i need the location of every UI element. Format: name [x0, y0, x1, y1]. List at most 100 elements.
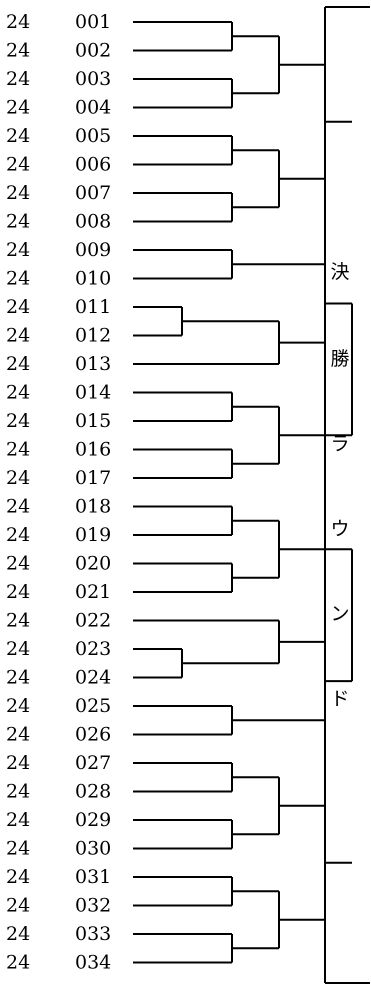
entry-group: 24	[6, 40, 30, 62]
entry-group: 24	[6, 439, 30, 461]
entry-row: 24 003	[6, 68, 111, 90]
entry-row: 24 004	[6, 97, 111, 119]
entry-number: 010	[75, 268, 111, 290]
entry-row: 24 026	[6, 724, 111, 746]
entry-row: 24 006	[6, 154, 111, 176]
entry-number: 023	[75, 638, 111, 660]
entry-number: 028	[75, 781, 111, 803]
entry-row: 24 017	[6, 467, 111, 489]
round-label-char: ラ	[330, 433, 349, 455]
entry-group: 24	[6, 11, 30, 33]
entry-number: 015	[75, 410, 111, 432]
entry-row: 24 025	[6, 695, 111, 717]
entry-row: 24 023	[6, 638, 111, 660]
entry-row: 24 010	[6, 268, 111, 290]
entry-number: 013	[75, 353, 111, 375]
entry-row: 24 029	[6, 809, 111, 831]
entry-group: 24	[6, 752, 30, 774]
entry-row: 24 009	[6, 239, 111, 261]
entry-row: 24 019	[6, 524, 111, 546]
entry-number: 032	[75, 895, 111, 917]
entry-group: 24	[6, 695, 30, 717]
entry-number: 002	[75, 40, 111, 62]
entry-number: 019	[75, 524, 111, 546]
entry-row: 24 013	[6, 353, 111, 375]
entry-group: 24	[6, 895, 30, 917]
entry-row: 24 007	[6, 182, 111, 204]
entry-row: 24 034	[6, 952, 111, 974]
entry-group: 24	[6, 923, 30, 945]
entry-group: 24	[6, 239, 30, 261]
entry-group: 24	[6, 68, 30, 90]
entry-group: 24	[6, 724, 30, 746]
round-label-char: 決	[330, 261, 349, 283]
entry-group: 24	[6, 125, 30, 147]
entry-number: 009	[75, 239, 111, 261]
entry-row: 24 031	[6, 866, 111, 888]
entry-number: 027	[75, 752, 111, 774]
entry-group: 24	[6, 610, 30, 632]
entry-group: 24	[6, 524, 30, 546]
entry-number: 020	[75, 553, 111, 575]
entry-row: 24 001	[6, 11, 111, 33]
entry-number: 033	[75, 923, 111, 945]
entry-row: 24 020	[6, 553, 111, 575]
entry-row: 24 032	[6, 895, 111, 917]
entry-group: 24	[6, 353, 30, 375]
entry-number: 022	[75, 610, 111, 632]
entry-number: 031	[75, 866, 111, 888]
entry-group: 24	[6, 581, 30, 603]
entry-number: 029	[75, 809, 111, 831]
entry-row: 24 030	[6, 838, 111, 860]
entry-row: 24 011	[6, 296, 111, 318]
entry-number: 034	[75, 952, 111, 974]
entry-row: 24 021	[6, 581, 111, 603]
entry-number: 011	[75, 296, 111, 318]
entry-group: 24	[6, 97, 30, 119]
entry-row: 24 024	[6, 667, 111, 689]
entry-number: 017	[75, 467, 111, 489]
entry-row: 24 028	[6, 781, 111, 803]
round-label-char: ン	[330, 603, 349, 625]
entry-group: 24	[6, 952, 30, 974]
entry-number: 014	[75, 382, 111, 404]
entry-group: 24	[6, 182, 30, 204]
entry-row: 24 012	[6, 325, 111, 347]
entry-number: 006	[75, 154, 111, 176]
entry-row: 24 033	[6, 923, 111, 945]
entry-group: 24	[6, 781, 30, 803]
entry-group: 24	[6, 296, 30, 318]
entry-group: 24	[6, 268, 30, 290]
entry-number: 018	[75, 496, 111, 518]
entry-number: 003	[75, 68, 111, 90]
round-label-char: ウ	[330, 518, 349, 540]
entry-row: 24 018	[6, 496, 111, 518]
entry-group: 24	[6, 410, 30, 432]
entry-number: 004	[75, 97, 111, 119]
bracket-lines	[133, 21, 353, 964]
entry-group: 24	[6, 325, 30, 347]
entry-group: 24	[6, 638, 30, 660]
entry-row: 24 014	[6, 382, 111, 404]
entry-row: 24 008	[6, 211, 111, 233]
entry-group: 24	[6, 467, 30, 489]
entry-number: 007	[75, 182, 111, 204]
entry-number: 008	[75, 211, 111, 233]
entry-number: 025	[75, 695, 111, 717]
entries: 24 001 24 002 24 003 24 004 24 005 24 006 24 007 24 008…	[6, 11, 111, 974]
entry-number: 001	[75, 11, 111, 33]
entry-row: 24 027	[6, 752, 111, 774]
entry-row: 24 005	[6, 125, 111, 147]
entry-group: 24	[6, 667, 30, 689]
entry-group: 24	[6, 838, 30, 860]
entry-group: 24	[6, 154, 30, 176]
entry-row: 24 016	[6, 439, 111, 461]
entry-group: 24	[6, 211, 30, 233]
entry-number: 005	[75, 125, 111, 147]
entry-number: 030	[75, 838, 111, 860]
entry-row: 24 002	[6, 40, 111, 62]
entry-group: 24	[6, 866, 30, 888]
entry-group: 24	[6, 496, 30, 518]
entry-row: 24 022	[6, 610, 111, 632]
entry-number: 016	[75, 439, 111, 461]
